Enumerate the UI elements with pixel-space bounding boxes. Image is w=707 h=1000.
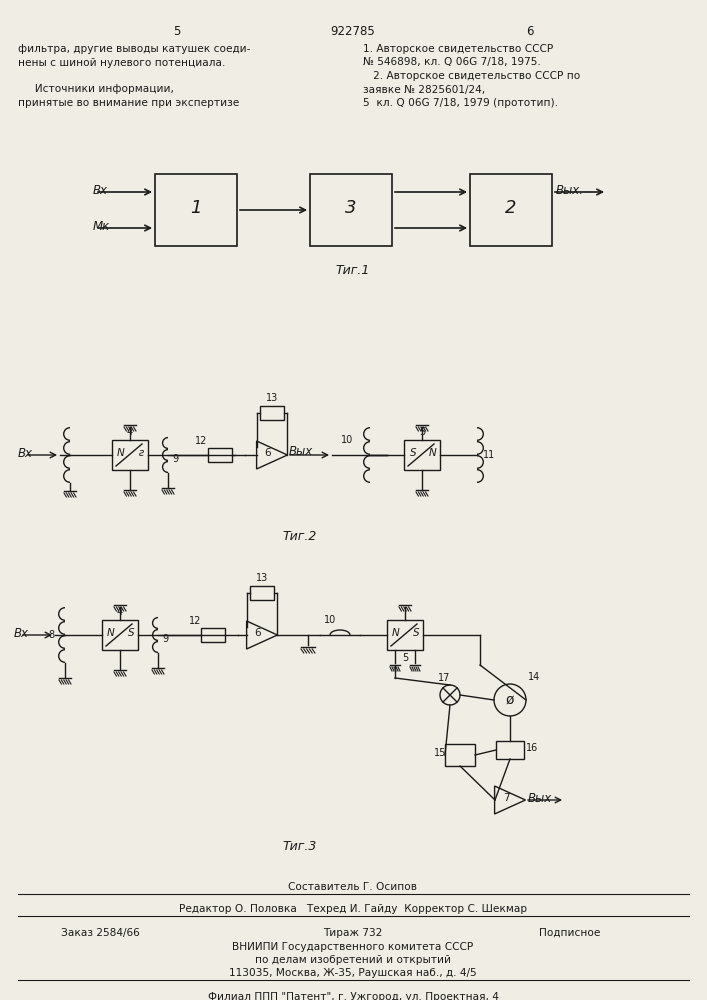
Text: по делам изобретений и открытий: по делам изобретений и открытий — [255, 955, 451, 965]
Text: 10: 10 — [341, 435, 353, 445]
Bar — [208, 448, 232, 462]
Text: N: N — [117, 448, 125, 458]
Text: 13: 13 — [266, 393, 278, 403]
Text: 4: 4 — [117, 607, 123, 617]
Text: 6: 6 — [526, 25, 534, 38]
Text: Вх: Вх — [18, 447, 33, 460]
Text: Τиг.2: Τиг.2 — [283, 530, 317, 543]
Text: Составитель Г. Осипов: Составитель Г. Осипов — [288, 882, 418, 892]
Text: 2: 2 — [506, 199, 517, 217]
Text: Τиг.3: Τиг.3 — [283, 840, 317, 853]
Text: Подписное: Подписное — [539, 928, 601, 938]
Text: 5: 5 — [173, 25, 181, 38]
Text: Заказ 2584/66: Заказ 2584/66 — [61, 928, 139, 938]
Text: Тираж 732: Тираж 732 — [323, 928, 382, 938]
Bar — [387, 620, 423, 650]
Text: Вых: Вых — [289, 445, 313, 458]
Text: 8: 8 — [48, 630, 54, 640]
Text: Вх: Вх — [93, 184, 108, 197]
Text: 14: 14 — [528, 672, 540, 682]
Text: заявке № 2825601/24,: заявке № 2825601/24, — [363, 85, 485, 95]
Text: 922785: 922785 — [331, 25, 375, 38]
Text: 1. Авторское свидетельство СССР: 1. Авторское свидетельство СССР — [363, 44, 554, 54]
Text: принятые во внимание при экспертизе: принятые во внимание при экспертизе — [18, 98, 239, 108]
Bar — [445, 744, 475, 766]
Text: фильтра, другие выводы катушек соеди-: фильтра, другие выводы катушек соеди- — [18, 44, 250, 54]
Text: 15: 15 — [434, 748, 446, 758]
Bar — [404, 440, 440, 470]
Text: 5  кл. Q 06G 7/18, 1979 (прототип).: 5 кл. Q 06G 7/18, 1979 (прототип). — [363, 98, 558, 108]
Bar — [112, 440, 148, 470]
Text: № 546898, кл. Q 06G 7/18, 1975.: № 546898, кл. Q 06G 7/18, 1975. — [363, 57, 541, 68]
Text: ВНИИПИ Государственного комитета СССР: ВНИИПИ Государственного комитета СССР — [233, 942, 474, 952]
Bar — [496, 741, 524, 759]
Text: S: S — [413, 628, 419, 638]
Bar — [102, 620, 138, 650]
Text: Редактор О. Половка   Техред И. Гайду  Корректор С. Шекмар: Редактор О. Половка Техред И. Гайду Корр… — [179, 904, 527, 914]
Text: Τиг.1: Τиг.1 — [336, 264, 370, 277]
Bar — [155, 174, 237, 246]
Bar — [470, 174, 552, 246]
Text: 6: 6 — [255, 628, 262, 638]
Text: 13: 13 — [256, 573, 268, 583]
Text: 113035, Москва, Ж-35, Раушская наб., д. 4/5: 113035, Москва, Ж-35, Раушская наб., д. … — [229, 968, 477, 978]
Text: 6: 6 — [264, 448, 271, 458]
Text: 7: 7 — [503, 793, 509, 803]
Text: S: S — [128, 628, 134, 638]
Text: 2. Авторское свидетельство СССР по: 2. Авторское свидетельство СССР по — [363, 71, 580, 81]
Text: 16: 16 — [526, 743, 538, 753]
Bar — [260, 406, 284, 420]
Text: Филиал ППП "Патент", г. Ужгород, ул. Проектная, 4: Филиал ППП "Патент", г. Ужгород, ул. Про… — [208, 992, 498, 1000]
Text: Вх: Вх — [14, 627, 29, 640]
Text: нены с шиной нулевого потенциала.: нены с шиной нулевого потенциала. — [18, 57, 226, 68]
Text: 12: 12 — [195, 436, 208, 446]
Text: N: N — [429, 448, 437, 458]
Text: Вых.: Вых. — [556, 184, 584, 197]
Text: 12: 12 — [189, 616, 201, 626]
Text: 4: 4 — [127, 427, 133, 437]
Text: 10: 10 — [324, 615, 336, 625]
Bar — [250, 586, 274, 600]
Text: 9: 9 — [172, 454, 178, 464]
Text: 17: 17 — [438, 673, 450, 683]
Text: N: N — [392, 628, 400, 638]
Text: 5: 5 — [402, 653, 408, 663]
Text: 1: 1 — [190, 199, 201, 217]
Text: ø: ø — [506, 693, 514, 707]
Text: S: S — [409, 448, 416, 458]
Text: Источники информации,: Источники информации, — [18, 85, 174, 95]
Text: N: N — [107, 628, 115, 638]
Text: 11: 11 — [483, 450, 495, 460]
Bar — [201, 628, 225, 642]
Text: Вых: Вых — [528, 792, 552, 805]
Text: 3: 3 — [345, 199, 357, 217]
Bar — [310, 174, 392, 246]
Text: Мк: Мк — [93, 220, 110, 233]
Text: ƨ: ƨ — [139, 448, 144, 458]
Text: 5: 5 — [419, 427, 425, 437]
Text: 9: 9 — [162, 634, 168, 644]
